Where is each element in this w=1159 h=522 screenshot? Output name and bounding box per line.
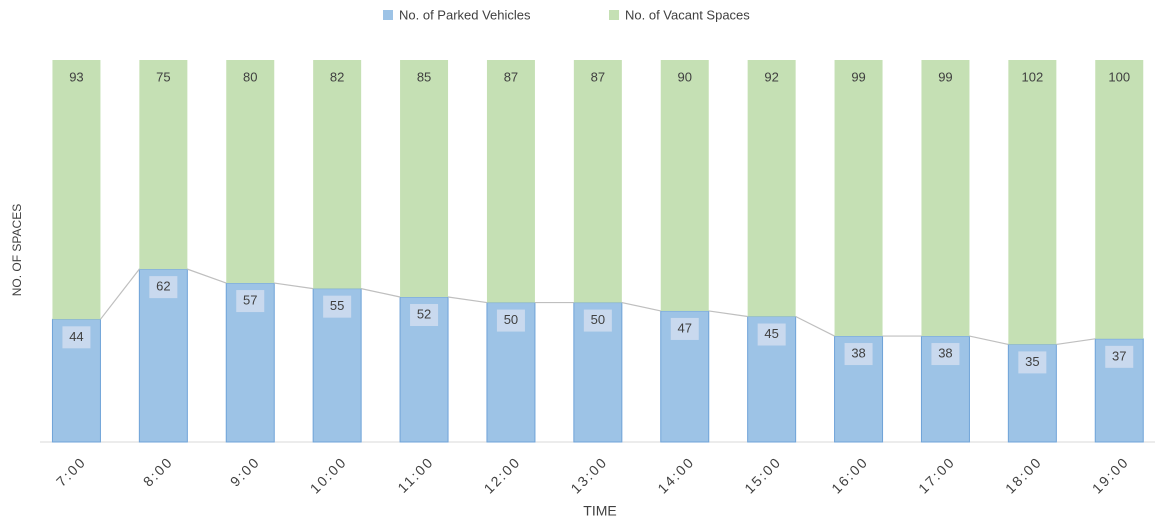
bar bbox=[1095, 60, 1144, 339]
legend-label: No. of Vacant Spaces bbox=[625, 7, 750, 22]
bar bbox=[573, 60, 622, 303]
value-label-box bbox=[1105, 345, 1134, 368]
x-tick-label: 14:00 bbox=[654, 453, 697, 496]
bar bbox=[834, 60, 883, 337]
series-line bbox=[361, 288, 401, 298]
value-label-box bbox=[410, 304, 439, 327]
bar bbox=[313, 60, 362, 289]
value-label: 44 bbox=[69, 329, 83, 344]
value-label: 82 bbox=[330, 69, 344, 84]
value-label-box bbox=[757, 323, 786, 346]
bar bbox=[52, 60, 101, 320]
bar bbox=[226, 60, 275, 284]
bar bbox=[400, 60, 449, 298]
value-label: 38 bbox=[851, 345, 865, 360]
series-line bbox=[1056, 338, 1096, 346]
value-label: 99 bbox=[851, 69, 865, 84]
series-line bbox=[99, 268, 140, 320]
x-tick-label: 19:00 bbox=[1089, 453, 1132, 496]
x-axis-label: TIME bbox=[583, 503, 616, 519]
x-tick-label: 10:00 bbox=[307, 453, 350, 496]
value-label: 99 bbox=[938, 69, 952, 84]
value-label-box bbox=[583, 309, 612, 332]
value-label: 90 bbox=[678, 69, 692, 84]
value-label: 87 bbox=[504, 69, 518, 84]
x-tick-label: 9:00 bbox=[227, 453, 263, 489]
value-label-box bbox=[236, 290, 265, 313]
value-label-box bbox=[323, 295, 352, 318]
series-line bbox=[447, 296, 488, 304]
bar bbox=[1008, 60, 1057, 345]
legend-swatch bbox=[383, 10, 393, 20]
x-tick-label: 13:00 bbox=[567, 453, 610, 496]
value-label-box bbox=[844, 343, 873, 366]
legend-swatch bbox=[609, 10, 619, 20]
x-tick-label: 7:00 bbox=[53, 453, 89, 489]
x-tick-label: 16:00 bbox=[828, 453, 871, 496]
value-label: 75 bbox=[156, 69, 170, 84]
value-label: 57 bbox=[243, 293, 257, 308]
bar bbox=[747, 60, 796, 317]
value-label: 92 bbox=[764, 69, 778, 84]
series-line bbox=[969, 335, 1009, 345]
value-label: 50 bbox=[504, 312, 518, 327]
x-tick-label: 8:00 bbox=[140, 453, 176, 489]
value-label: 38 bbox=[938, 345, 952, 360]
value-label-box bbox=[149, 276, 178, 299]
bar bbox=[486, 60, 535, 303]
x-tick-label: 11:00 bbox=[394, 453, 436, 495]
series-line bbox=[621, 301, 661, 312]
value-label: 85 bbox=[417, 69, 431, 84]
bar bbox=[921, 60, 970, 337]
value-label-box bbox=[1018, 351, 1047, 374]
value-label: 35 bbox=[1025, 354, 1039, 369]
value-label: 55 bbox=[330, 298, 344, 313]
value-label-box bbox=[496, 309, 525, 332]
x-tick-label: 15:00 bbox=[741, 453, 784, 496]
series-line bbox=[708, 310, 748, 318]
value-label: 102 bbox=[1021, 69, 1043, 84]
value-label: 52 bbox=[417, 306, 431, 321]
value-label: 62 bbox=[156, 279, 170, 294]
series-line bbox=[187, 268, 227, 284]
value-label: 87 bbox=[591, 69, 605, 84]
x-tick-label: 17:00 bbox=[915, 453, 958, 496]
value-label-box bbox=[62, 326, 91, 349]
series-line bbox=[274, 282, 314, 290]
value-label-box bbox=[670, 317, 699, 340]
series-line bbox=[795, 315, 835, 337]
value-label: 93 bbox=[69, 69, 83, 84]
value-label: 37 bbox=[1112, 348, 1126, 363]
value-label: 45 bbox=[764, 326, 778, 341]
x-tick-label: 12:00 bbox=[481, 453, 524, 496]
value-label: 100 bbox=[1108, 69, 1130, 84]
bar bbox=[660, 60, 709, 311]
y-axis-label: NO. OF SPACES bbox=[10, 204, 24, 296]
value-label: 50 bbox=[591, 312, 605, 327]
value-label-box bbox=[931, 343, 960, 366]
legend-label: No. of Parked Vehicles bbox=[399, 7, 531, 22]
value-label: 80 bbox=[243, 69, 257, 84]
value-label: 47 bbox=[678, 320, 692, 335]
bar bbox=[920, 335, 970, 443]
bar bbox=[139, 60, 188, 270]
x-tick-label: 18:00 bbox=[1002, 453, 1045, 496]
